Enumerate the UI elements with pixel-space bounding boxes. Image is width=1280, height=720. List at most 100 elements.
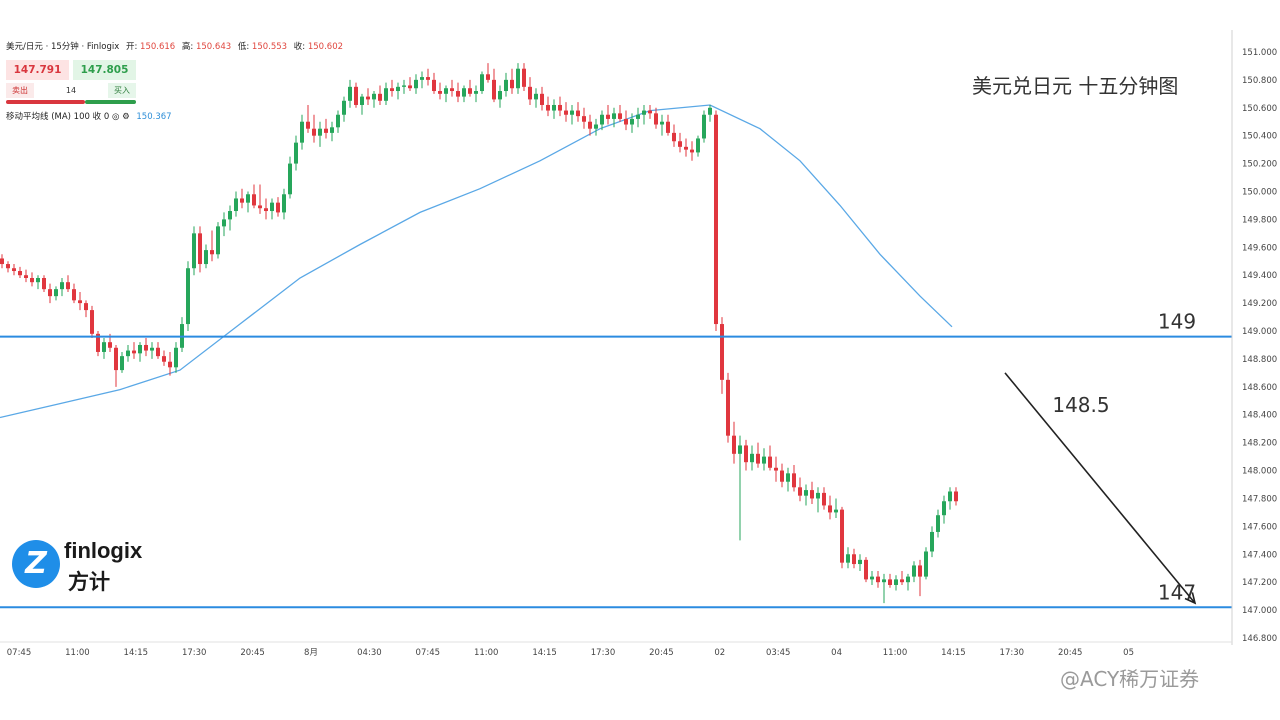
candle-body [732,435,736,454]
candle-body [690,149,694,153]
x-axis: 07:45 11:00 14:15 17:30 20:45 8月 04:30 07:45 11:… [0,641,1232,658]
x-tick-label: 8月 [304,648,318,658]
candle-body [42,278,46,290]
candle-body [336,114,340,128]
candle-body [612,113,616,119]
y-tick-label: 149.000 [1242,327,1277,337]
level-label: 149 [1158,310,1196,334]
x-tick-label: 07:45 [416,648,441,658]
candle-body [474,91,478,94]
candle-body [792,473,796,488]
y-tick-label: 147.400 [1242,550,1277,560]
candle-body [36,278,40,283]
candle-body [432,79,436,92]
y-tick-label: 148.000 [1242,467,1277,477]
candle-body [330,127,334,133]
settings-icon[interactable]: ⚙ [122,112,130,122]
candle-body [708,107,712,115]
candle-body [408,85,412,89]
candle-body [828,505,832,513]
candle-body [816,492,820,499]
x-tick-label: 20:45 [1058,648,1083,658]
low-value: 150.553 [251,42,288,52]
open-value: 150.616 [140,42,176,52]
candle-body [822,492,826,506]
candle-body [288,163,292,195]
candle-body [594,124,598,129]
trend-arrow-head [1184,592,1197,605]
x-tick-label: 17:30 [1000,648,1025,658]
y-tick-label: 148.200 [1242,439,1277,449]
candle-body [84,303,88,311]
low-label: 低: [237,42,250,52]
candle-body [918,565,922,577]
candle-body [906,576,910,583]
candle-body [924,551,928,577]
y-tick-label: 147.200 [1242,578,1277,588]
candle-body [306,121,310,129]
quantity-input[interactable]: 14 [65,86,77,95]
candle-body [756,453,760,464]
x-tick-label: 20:45 [649,648,674,658]
candle-body [450,88,454,92]
candle-body [804,490,808,496]
logo-mark-icon: Z [25,546,47,581]
candle-body [882,579,886,583]
candle-body [738,445,742,454]
candle-body [12,268,16,272]
candle-body [240,198,244,203]
candle-body [864,559,868,580]
candle-body [366,96,370,100]
candle-body [516,68,520,89]
indicator-row[interactable]: 移动平均线 (MA) 100 收 0 ◎ ⚙ 150.367 [6,110,172,122]
y-tick-label: 150.200 [1242,160,1277,170]
candle-body [210,250,214,255]
candle-body [576,110,580,117]
x-tick-label: 14:15 [124,648,149,658]
candle-body [132,350,136,354]
candle-body [54,289,58,297]
candle-body [390,88,394,92]
candle-body [894,579,898,585]
candle-body [786,473,790,482]
candle-body [780,470,784,482]
candle-body [666,121,670,133]
candle-body [522,68,526,87]
chart-title: 美元兑日元 十五分钟图 [972,74,1179,98]
candle-body [72,289,76,301]
candle-body [66,282,70,290]
sell-ratio-bar [6,100,85,104]
x-tick-label: 04 [831,648,842,658]
candle-body [504,79,508,92]
candle-body [726,379,730,436]
candle-body [630,118,634,125]
y-tick-label: 150.000 [1242,187,1277,197]
candle-body [810,490,814,499]
candle-body [276,202,280,213]
y-tick-label: 151.000 [1242,48,1277,58]
candle-body [264,208,268,212]
candle-body [204,250,208,265]
candle-body [912,565,916,577]
candle-body [342,100,346,115]
candle-body [648,110,652,114]
candle-body [162,356,166,362]
candle-body [420,77,424,80]
candle-body [570,110,574,115]
candle-body [618,113,622,119]
candle-body [282,194,286,213]
candle-body [498,91,502,100]
sell-price[interactable]: 147.791 [6,60,69,80]
sell-button[interactable]: 卖出 [6,83,34,98]
eye-icon[interactable]: ◎ [111,112,120,122]
trend-arrow-group: 148.5 [1004,372,1197,605]
candle-body [540,93,544,105]
candle-body [744,445,748,463]
y-tick-label: 149.200 [1242,299,1277,309]
candle-body [624,118,628,125]
candle-body [354,86,358,105]
y-tick-label: 147.600 [1242,522,1277,532]
buy-button[interactable]: 买入 [108,83,136,98]
buy-price[interactable]: 147.805 [73,60,136,80]
